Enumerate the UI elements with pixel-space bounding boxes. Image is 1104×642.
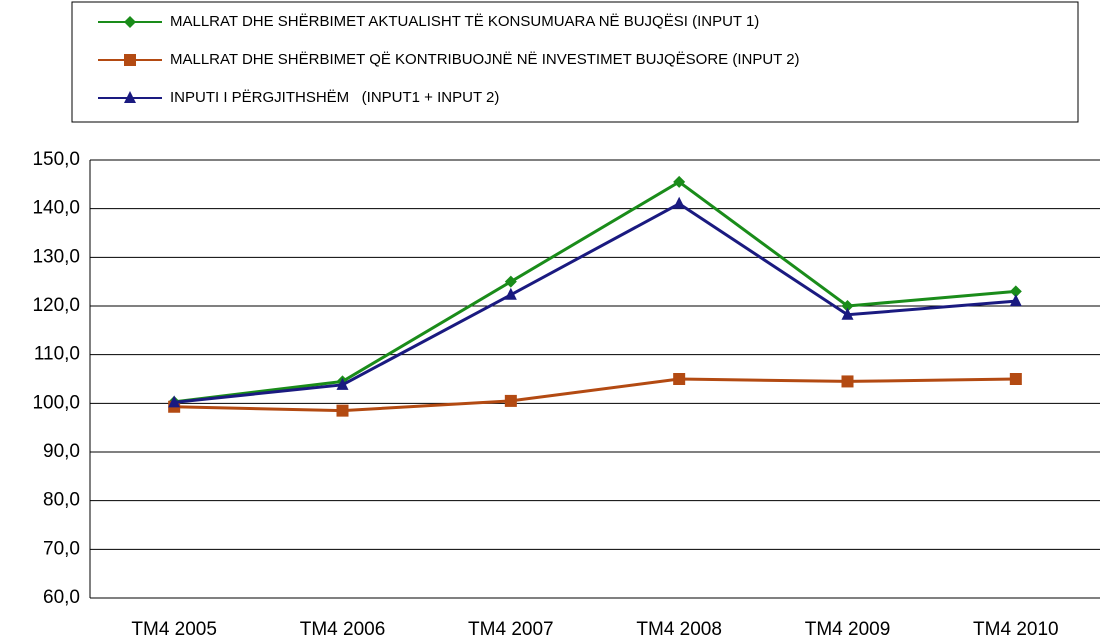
y-tick-label: 130,0 <box>32 246 80 267</box>
x-tick-label: TM4 2006 <box>300 619 386 640</box>
data-point <box>168 395 181 408</box>
y-tick-label: 150,0 <box>32 149 80 170</box>
y-tick-label: 80,0 <box>43 490 80 511</box>
data-point <box>1009 285 1022 298</box>
legend-label: MALLRAT DHE SHËRBIMET AKTUALISHT TË KONS… <box>170 13 759 30</box>
data-point <box>841 375 854 388</box>
data-point <box>504 275 517 288</box>
data-point <box>1009 373 1022 385</box>
x-tick-label: TM4 2008 <box>636 619 722 640</box>
x-tick-label: TM4 2007 <box>468 619 554 640</box>
legend-label: MALLRAT DHE SHËRBIMET QË KONTRIBUOJNË NË… <box>170 51 800 68</box>
legend-marker <box>124 16 136 28</box>
legend-label: INPUTI I PËRGJITHSHËM (INPUT1 + INPUT 2) <box>170 89 499 106</box>
data-point <box>673 175 686 188</box>
x-tick-label: TM4 2005 <box>131 619 217 640</box>
data-point <box>504 287 517 300</box>
legend-box <box>71 1 1079 123</box>
y-tick-label: 100,0 <box>32 392 80 413</box>
legend-marker <box>124 54 136 66</box>
legend-marker <box>124 91 136 103</box>
data-point <box>841 300 854 312</box>
series-line <box>174 202 1016 404</box>
x-tick-label: TM4 2010 <box>973 619 1059 640</box>
series-line <box>174 377 1016 413</box>
data-point <box>673 196 686 209</box>
data-point <box>336 377 349 390</box>
y-tick-label: 110,0 <box>34 344 80 365</box>
data-point <box>504 394 517 407</box>
y-tick-label: 60,0 <box>43 587 80 608</box>
y-tick-label: 70,0 <box>43 538 80 559</box>
y-tick-label: 90,0 <box>43 441 80 462</box>
x-tick-label: TM4 2009 <box>805 619 891 640</box>
y-tick-label: 140,0 <box>32 198 80 219</box>
data-point <box>841 307 854 320</box>
data-point <box>1009 294 1022 307</box>
data-point <box>673 373 686 385</box>
data-point <box>336 404 349 417</box>
y-tick-label: 120,0 <box>32 295 80 316</box>
series-line <box>173 180 1016 404</box>
